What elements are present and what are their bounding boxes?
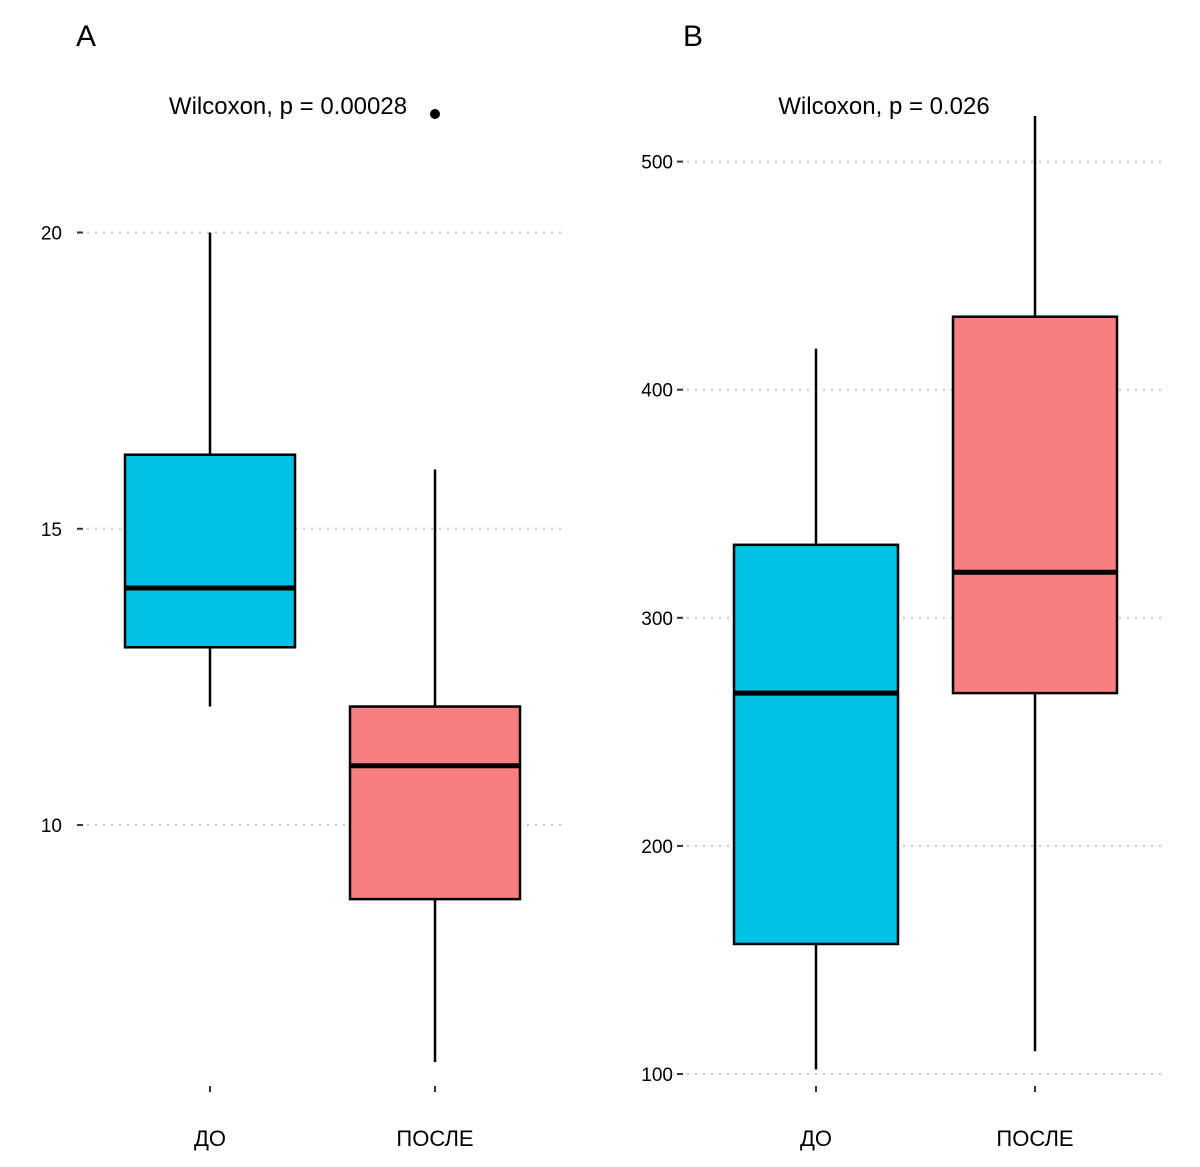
- box-body: [348, 705, 522, 901]
- y-tick-label: 20: [41, 224, 62, 245]
- y-tick-label: 15: [41, 520, 62, 541]
- outlier-point: [430, 109, 440, 119]
- y-tick-label: 300: [641, 609, 673, 630]
- box-body: [123, 453, 297, 649]
- panel-label: A: [76, 20, 96, 53]
- y-tick-label: 10: [41, 816, 62, 837]
- stat-annotation: Wilcoxon, p = 0.00028: [169, 93, 407, 120]
- box-after: [951, 116, 1119, 1052]
- box-before: [732, 348, 900, 1070]
- box-before: [123, 232, 297, 707]
- y-tick-label: 400: [641, 381, 673, 402]
- x-tick-label: ДО: [800, 1126, 832, 1151]
- panel-a: A 10 15 20 ДО ПОСЛЕ Wilcoxon, p = 0.00028: [41, 20, 565, 1151]
- stat-annotation: Wilcoxon, p = 0.026: [778, 93, 989, 120]
- box-body: [732, 543, 900, 946]
- panel-label: B: [683, 20, 703, 53]
- box-after: [348, 109, 522, 1063]
- x-tick-label: ПОСЛЕ: [996, 1126, 1073, 1151]
- panel-b: B 100 200 300 400 500 ДО ПОСЛЕ Wilcoxon, p = 0.0…: [641, 20, 1165, 1151]
- y-tick-label: 100: [641, 1065, 673, 1086]
- x-tick-label: ПОСЛЕ: [396, 1126, 473, 1151]
- x-tick-label: ДО: [194, 1126, 226, 1151]
- y-tick-label: 500: [641, 153, 673, 174]
- y-tick-label: 200: [641, 837, 673, 858]
- box-body: [951, 315, 1119, 695]
